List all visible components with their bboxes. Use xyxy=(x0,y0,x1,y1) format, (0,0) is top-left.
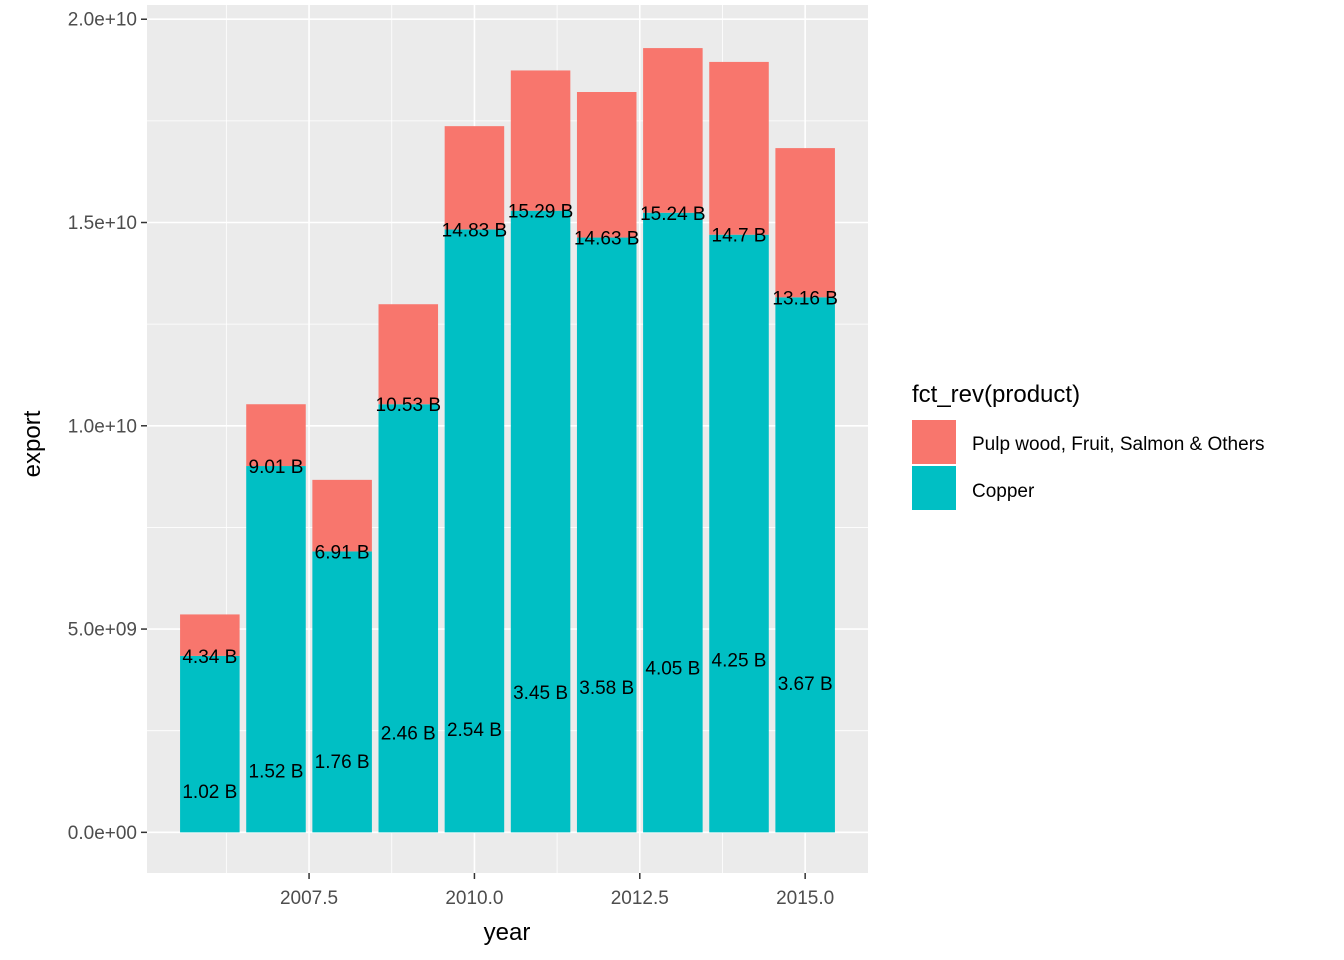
data-label-pulp-2013: 4.05 B xyxy=(645,659,700,680)
x-axis-title: year xyxy=(484,919,531,946)
bar-pulp-2015 xyxy=(775,148,835,298)
bar-copper-2011 xyxy=(510,210,571,833)
y-tick-label: 0.0e+00 xyxy=(68,823,137,844)
bar-copper-2008 xyxy=(312,551,372,833)
data-label-copper-2007: 9.01 B xyxy=(249,457,304,478)
data-label-pulp-2007: 1.52 B xyxy=(249,762,304,783)
data-label-pulp-2015: 3.67 B xyxy=(778,674,833,695)
bar-copper-2015 xyxy=(775,297,835,833)
y-tick-label: 2.0e+10 xyxy=(68,10,137,31)
bar-pulp-2007 xyxy=(246,404,306,467)
data-label-pulp-2011: 3.45 B xyxy=(513,683,568,704)
bars xyxy=(180,48,835,833)
data-label-pulp-2014: 4.25 B xyxy=(712,651,767,672)
data-label-copper-2010: 14.83 B xyxy=(442,220,508,241)
bar-pulp-2014 xyxy=(709,61,769,235)
bar-pulp-2012 xyxy=(576,92,637,238)
bar-copper-2006 xyxy=(180,655,240,833)
bar-pulp-2013 xyxy=(643,48,703,213)
data-label-copper-2009: 10.53 B xyxy=(376,395,442,416)
data-label-copper-2008: 6.91 B xyxy=(315,542,370,563)
legend-label-copper: Copper xyxy=(972,481,1035,502)
data-label-pulp-2006: 1.02 B xyxy=(182,782,237,803)
x-tick-label: 2007.5 xyxy=(280,888,338,909)
data-label-copper-2013: 15.24 B xyxy=(640,204,706,225)
y-tick-label: 1.5e+10 xyxy=(68,213,137,234)
bar-pulp-2006 xyxy=(180,614,240,656)
x-axis: 2007.5 2010.0 2012.5 2015.0 xyxy=(280,873,834,909)
bar-copper-2007 xyxy=(246,466,306,833)
y-tick-label: 5.0e+09 xyxy=(68,620,137,641)
bar-pulp-2009 xyxy=(378,304,439,405)
data-label-copper-2011: 15.29 B xyxy=(508,202,574,223)
bar-copper-2009 xyxy=(378,404,439,833)
data-label-copper-2012: 14.63 B xyxy=(574,229,640,250)
bar-copper-2013 xyxy=(643,212,703,833)
x-tick-label: 2012.5 xyxy=(611,888,669,909)
data-label-pulp-2008: 1.76 B xyxy=(315,752,370,773)
data-label-pulp-2009: 2.46 B xyxy=(381,723,436,744)
data-label-copper-2014: 14.7 B xyxy=(712,226,767,247)
legend: fct_rev(product) Pulp wood, Fruit, Salmo… xyxy=(912,381,1265,510)
bar-pulp-2008 xyxy=(312,479,372,552)
bar-copper-2014 xyxy=(709,234,769,833)
legend-title: fct_rev(product) xyxy=(912,381,1080,408)
y-axis: 0.0e+00 5.0e+09 1.0e+10 1.5e+10 2.0e+10 xyxy=(68,10,147,844)
legend-key-pulp xyxy=(912,420,956,464)
bar-copper-2012 xyxy=(576,237,637,833)
legend-key-copper xyxy=(912,466,956,510)
bar-pulp-2011 xyxy=(510,70,571,211)
x-tick-label: 2010.0 xyxy=(445,888,503,909)
x-tick-label: 2015.0 xyxy=(776,888,834,909)
bar-copper-2010 xyxy=(444,229,505,833)
bar-pulp-2010 xyxy=(444,126,505,230)
y-axis-title: export xyxy=(19,410,46,477)
data-label-pulp-2010: 2.54 B xyxy=(447,720,502,741)
data-label-pulp-2012: 3.58 B xyxy=(579,678,634,699)
data-labels: 4.34 B 1.02 B 9.01 B 1.52 B 6.91 B 1.76 B 10.5… xyxy=(182,202,838,803)
data-label-copper-2006: 4.34 B xyxy=(182,647,237,668)
data-label-copper-2015: 13.16 B xyxy=(772,288,838,309)
y-tick-label: 1.0e+10 xyxy=(68,416,137,437)
legend-label-pulp: Pulp wood, Fruit, Salmon & Others xyxy=(972,434,1265,455)
